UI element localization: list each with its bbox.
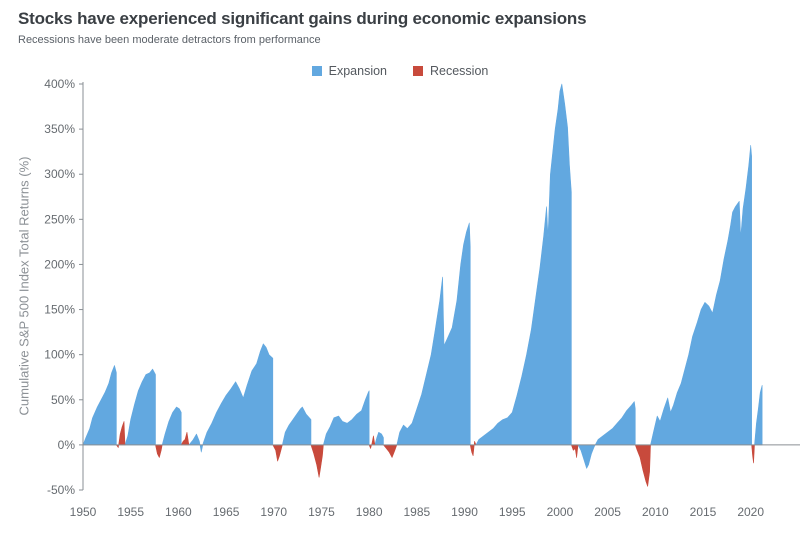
recession-area-3 bbox=[180, 431, 190, 446]
legend-label-expansion: Expansion bbox=[328, 64, 387, 78]
x-tick-label: 2010 bbox=[642, 505, 669, 519]
y-tick-label: 300% bbox=[44, 167, 75, 181]
y-tick-label: 50% bbox=[51, 393, 75, 407]
x-tick-label: 1990 bbox=[451, 505, 478, 519]
recession-area-4 bbox=[272, 444, 283, 462]
y-tick-label: 150% bbox=[44, 303, 75, 317]
x-tick-label: 2015 bbox=[690, 505, 717, 519]
chart-legend: Expansion Recession bbox=[0, 64, 800, 78]
expansion-area-5 bbox=[282, 406, 312, 446]
x-tick-label: 1965 bbox=[213, 505, 240, 519]
legend-item-expansion: Expansion bbox=[311, 64, 387, 78]
y-tick-label: 0% bbox=[58, 438, 76, 452]
x-tick-label: 1950 bbox=[70, 505, 97, 519]
x-tick-label: 2005 bbox=[594, 505, 621, 519]
y-tick-label: 200% bbox=[44, 257, 75, 271]
recession-area-8 bbox=[469, 440, 477, 457]
recession-area-11 bbox=[751, 444, 755, 464]
x-tick-label: 1970 bbox=[260, 505, 287, 519]
expansion-area-8 bbox=[396, 222, 471, 446]
x-tick-label: 1975 bbox=[308, 505, 335, 519]
legend-swatch-expansion bbox=[311, 66, 322, 76]
expansion-area-12 bbox=[754, 385, 763, 446]
y-tick-label: -50% bbox=[47, 483, 75, 497]
legend-label-recession: Recession bbox=[430, 64, 489, 78]
recession-area-1 bbox=[116, 421, 126, 448]
recession-area-6 bbox=[368, 435, 376, 449]
expansion-area-3 bbox=[161, 406, 182, 446]
x-tick-label: 1960 bbox=[165, 505, 192, 519]
x-tick-label: 1995 bbox=[499, 505, 526, 519]
x-tick-label: 1985 bbox=[403, 505, 430, 519]
x-tick-label: 2000 bbox=[547, 505, 574, 519]
y-tick-label: 100% bbox=[44, 348, 75, 362]
expansion-area-4 bbox=[188, 343, 274, 453]
recession-area-10 bbox=[634, 444, 651, 487]
y-tick-label: 350% bbox=[44, 122, 75, 136]
expansion-area-7 bbox=[374, 431, 384, 446]
y-tick-label: 400% bbox=[44, 77, 75, 91]
chart-title: Stocks have experienced significant gain… bbox=[18, 9, 587, 28]
expansion-area-9 bbox=[475, 83, 572, 446]
legend-item-recession: Recession bbox=[413, 64, 488, 78]
expansion-area-6 bbox=[323, 390, 370, 446]
x-tick-label: 1955 bbox=[117, 505, 144, 519]
recession-area-5 bbox=[310, 444, 324, 478]
recession-area-2 bbox=[155, 444, 163, 458]
x-tick-label: 1980 bbox=[356, 505, 383, 519]
expansion-area-11 bbox=[650, 145, 752, 446]
y-tick-label: 250% bbox=[44, 212, 75, 226]
recession-area-7 bbox=[383, 444, 398, 458]
expansion-area-2 bbox=[124, 368, 156, 446]
chart-subtitle: Recessions have been moderate detractors… bbox=[18, 34, 321, 46]
recession-area-9 bbox=[571, 444, 579, 458]
x-tick-label: 2020 bbox=[737, 505, 764, 519]
expansion-area-10 bbox=[577, 401, 636, 469]
legend-swatch-recession bbox=[413, 66, 423, 76]
expansion-area-1 bbox=[82, 365, 117, 446]
